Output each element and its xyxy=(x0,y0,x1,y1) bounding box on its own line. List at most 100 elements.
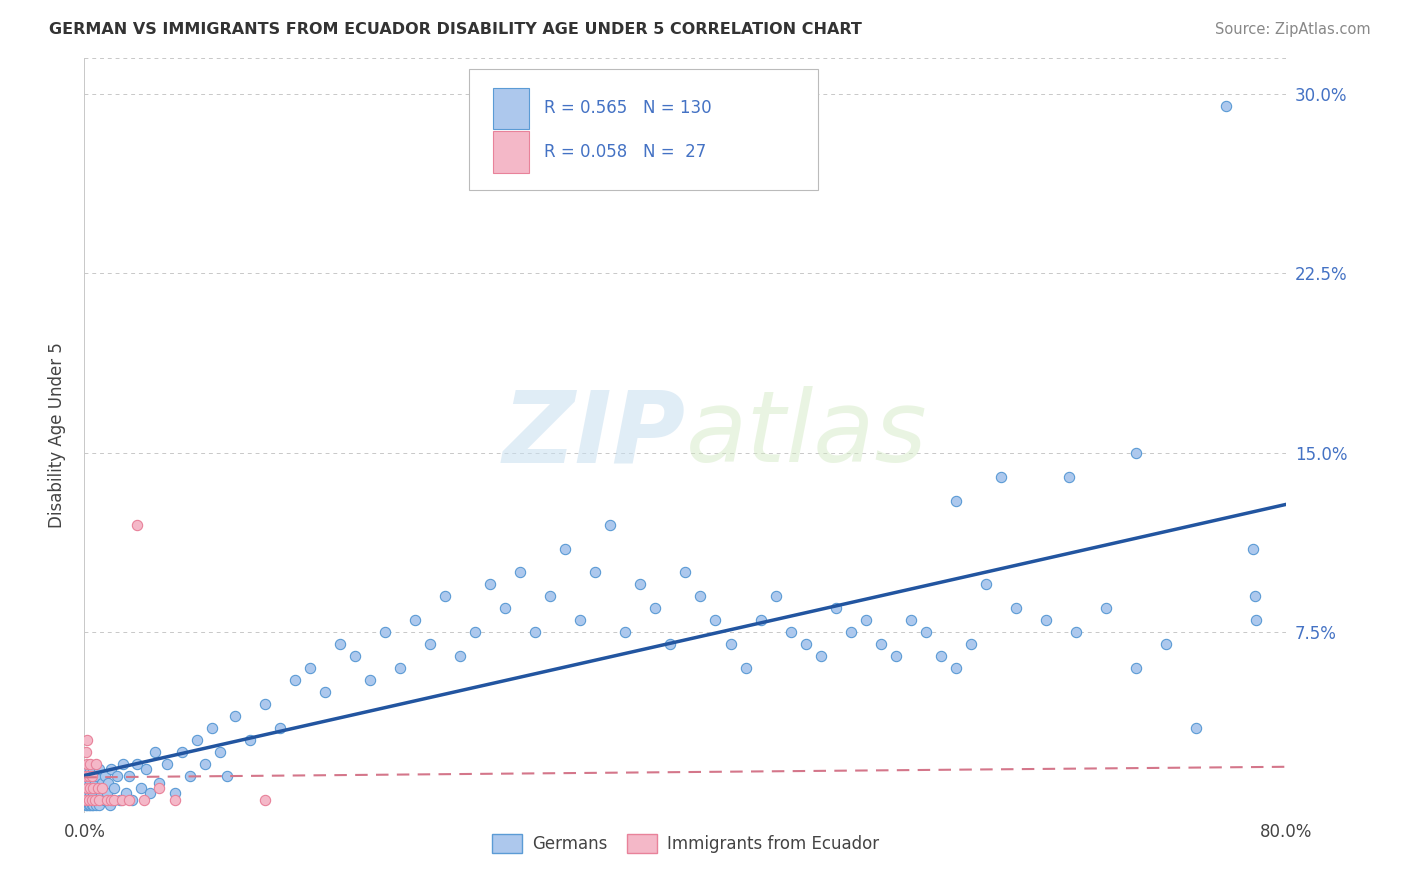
Point xyxy=(659,637,682,651)
Point xyxy=(91,776,114,790)
FancyBboxPatch shape xyxy=(494,87,529,129)
Point xyxy=(869,637,891,651)
Point xyxy=(79,780,101,795)
Point xyxy=(509,566,531,580)
Point xyxy=(494,601,516,615)
Point xyxy=(80,769,103,783)
Point xyxy=(1241,541,1264,556)
Point xyxy=(1095,601,1118,615)
Point xyxy=(1246,613,1268,627)
Point xyxy=(96,793,118,807)
Point xyxy=(179,769,201,783)
Point xyxy=(284,673,307,687)
Point xyxy=(1064,625,1087,640)
Point xyxy=(86,797,108,812)
Point xyxy=(79,776,101,790)
Point xyxy=(115,786,138,800)
Point xyxy=(449,649,471,664)
Point xyxy=(83,793,105,807)
Point xyxy=(80,780,103,795)
Point xyxy=(76,762,98,776)
Point xyxy=(734,661,756,675)
Point xyxy=(224,709,246,723)
Legend: Germans, Immigrants from Ecuador: Germans, Immigrants from Ecuador xyxy=(485,828,886,860)
Point xyxy=(855,613,877,627)
Point xyxy=(75,793,97,807)
Point xyxy=(86,769,108,783)
Point xyxy=(75,797,97,812)
Point xyxy=(139,786,162,800)
Point xyxy=(79,786,101,800)
Point xyxy=(794,637,817,651)
Point xyxy=(121,793,143,807)
Text: R = 0.565   N = 130: R = 0.565 N = 130 xyxy=(544,100,711,118)
Point xyxy=(779,625,801,640)
Point xyxy=(86,756,108,771)
Point xyxy=(100,762,122,776)
Point xyxy=(1125,446,1147,460)
Point xyxy=(77,793,100,807)
Point xyxy=(77,793,100,807)
Point xyxy=(148,776,170,790)
Point xyxy=(111,793,134,807)
Point xyxy=(90,786,112,800)
Text: Source: ZipAtlas.com: Source: ZipAtlas.com xyxy=(1215,22,1371,37)
Point xyxy=(76,786,98,800)
Point xyxy=(217,769,239,783)
Point xyxy=(76,776,98,790)
Point xyxy=(314,685,336,699)
Point xyxy=(80,797,103,812)
Point xyxy=(163,793,186,807)
Point xyxy=(765,590,787,604)
Point xyxy=(269,721,291,735)
Point xyxy=(89,762,111,776)
Point xyxy=(900,613,922,627)
Point xyxy=(1057,469,1080,483)
Point xyxy=(87,793,110,807)
Point xyxy=(404,613,426,627)
Point xyxy=(839,625,862,640)
Point xyxy=(253,697,276,711)
Point xyxy=(87,780,110,795)
Point xyxy=(915,625,938,640)
Point xyxy=(75,769,97,783)
Point xyxy=(107,769,129,783)
Point xyxy=(77,780,100,795)
Point xyxy=(89,797,111,812)
Point xyxy=(76,790,98,805)
Point xyxy=(554,541,576,556)
Point xyxy=(749,613,772,627)
Point xyxy=(1035,613,1057,627)
Y-axis label: Disability Age Under 5: Disability Age Under 5 xyxy=(48,342,66,528)
Point xyxy=(419,637,441,651)
Point xyxy=(689,590,711,604)
Point xyxy=(464,625,486,640)
Text: GERMAN VS IMMIGRANTS FROM ECUADOR DISABILITY AGE UNDER 5 CORRELATION CHART: GERMAN VS IMMIGRANTS FROM ECUADOR DISABI… xyxy=(49,22,862,37)
Point xyxy=(156,756,179,771)
Point xyxy=(1156,637,1178,651)
Point xyxy=(929,649,952,664)
Point xyxy=(614,625,637,640)
Point xyxy=(125,517,148,532)
Point xyxy=(194,756,217,771)
Point xyxy=(134,793,156,807)
Point xyxy=(79,756,101,771)
Point xyxy=(628,577,651,591)
Point xyxy=(76,756,98,771)
Point xyxy=(77,797,100,812)
Point xyxy=(1185,721,1208,735)
Point xyxy=(479,577,502,591)
Point xyxy=(675,566,697,580)
FancyBboxPatch shape xyxy=(494,131,529,173)
Point xyxy=(374,625,396,640)
Point xyxy=(79,762,101,776)
Point xyxy=(79,797,101,812)
Point xyxy=(583,566,606,580)
Point xyxy=(75,786,97,800)
Point xyxy=(569,613,592,627)
Point xyxy=(343,649,366,664)
Point xyxy=(118,793,141,807)
Point xyxy=(103,780,125,795)
Point xyxy=(118,769,141,783)
Point xyxy=(75,745,97,759)
